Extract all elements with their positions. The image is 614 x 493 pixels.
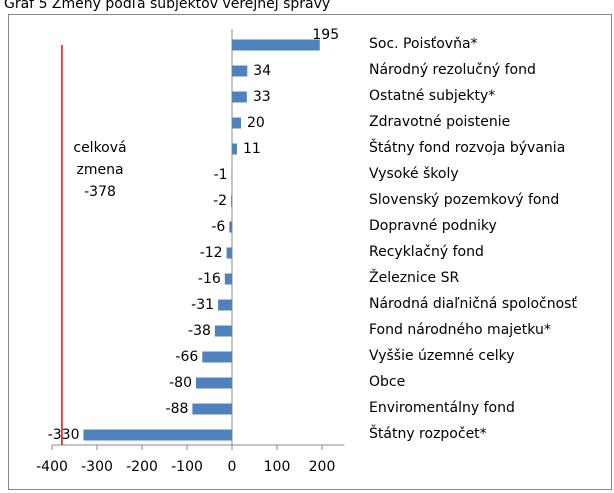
x-tick-label: 100	[264, 459, 291, 475]
value-label: -1	[214, 167, 228, 183]
bar	[202, 351, 232, 363]
bar	[232, 117, 241, 129]
bar	[224, 273, 232, 285]
value-label: -6	[211, 219, 225, 235]
category-label: Slovenský pozemkový fond	[369, 192, 559, 208]
value-label: 195	[312, 27, 339, 43]
x-tick-label: 0	[228, 459, 237, 475]
x-tick-label: -100	[171, 459, 203, 475]
category-label: Recyklačný fond	[369, 244, 484, 260]
annotation-text: celková	[73, 140, 126, 156]
x-tick-label: -300	[81, 459, 113, 475]
bar	[231, 195, 232, 207]
value-label: 20	[247, 115, 265, 131]
annotation-value: -378	[84, 184, 116, 200]
value-label: -38	[188, 323, 211, 339]
value-label: -31	[191, 297, 214, 313]
value-label: -88	[166, 401, 189, 417]
bar	[226, 247, 232, 259]
value-label: 34	[253, 63, 271, 79]
bar	[232, 143, 237, 155]
bar	[218, 299, 232, 311]
category-label: Vyššie územné celky	[369, 348, 515, 364]
value-label: -12	[200, 245, 223, 261]
x-tick-label: 200	[309, 459, 336, 475]
value-label: 33	[253, 89, 271, 105]
category-label: Obce	[369, 374, 405, 390]
category-label: Fond národného majetku*	[369, 322, 551, 338]
category-label: Národný rezolučný fond	[369, 62, 536, 78]
category-label: Soc. Poisťovňa*	[369, 36, 478, 52]
category-label: Štátny fond rozvoja bývania	[369, 138, 565, 156]
value-label: -2	[213, 193, 227, 209]
value-label: -66	[175, 349, 198, 365]
value-label: 11	[243, 141, 261, 157]
chart-title: Graf 5 Zmeny podľa subjektov verejnej sp…	[4, 0, 330, 12]
category-label: Enviromentálny fond	[369, 400, 515, 416]
category-label: Vysoké školy	[369, 166, 459, 182]
bar	[192, 403, 232, 415]
bar	[83, 429, 232, 441]
value-label: -16	[198, 271, 221, 287]
category-label: Dopravné podniky	[369, 218, 497, 234]
x-tick-label: -400	[36, 459, 68, 475]
bar	[232, 65, 248, 77]
category-label: Zdravotné poistenie	[369, 114, 510, 130]
annotation-text: zmena	[76, 162, 123, 178]
bar	[232, 39, 320, 51]
bar	[232, 91, 247, 103]
category-label: Železnice SR	[369, 268, 459, 286]
category-label: Národná diaľničná spoločnosť	[369, 296, 577, 312]
bar	[196, 377, 232, 389]
category-label: Štátny rozpočet*	[369, 424, 487, 442]
x-tick-label: -200	[126, 459, 158, 475]
value-label: -330	[48, 427, 80, 443]
bar	[214, 325, 232, 337]
category-label: Ostatné subjekty*	[369, 88, 495, 104]
value-label: -80	[169, 375, 192, 391]
chart-frame	[8, 14, 612, 490]
bar	[229, 221, 232, 233]
